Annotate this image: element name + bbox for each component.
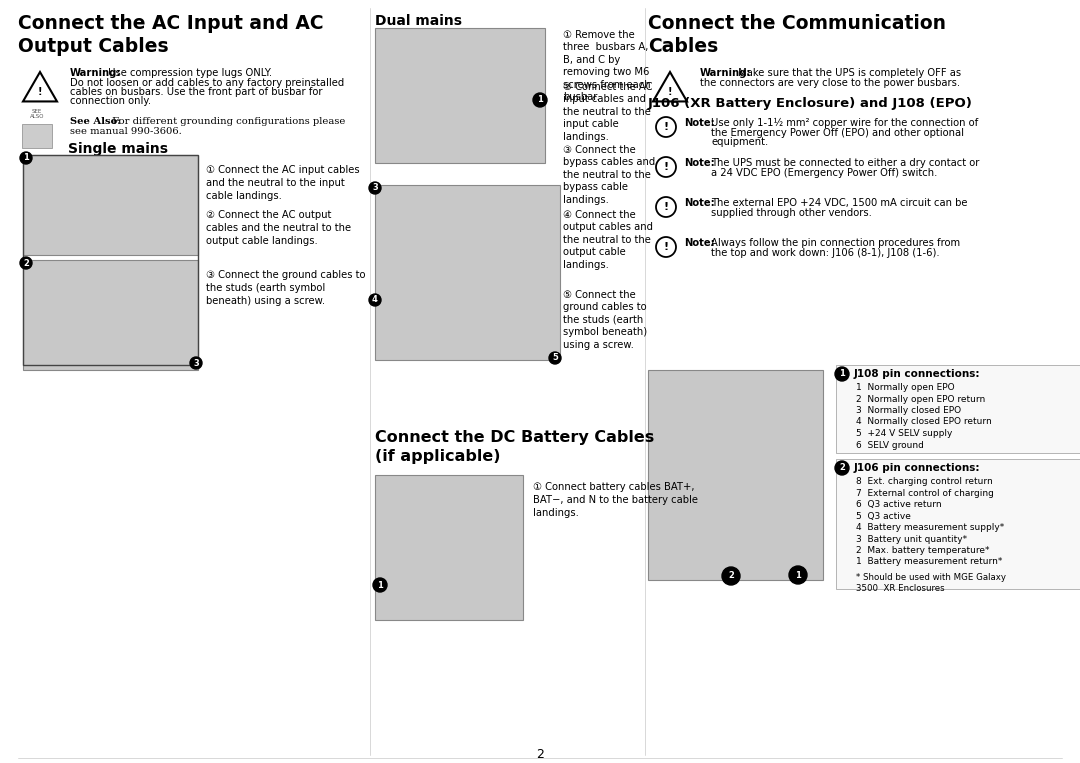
- Circle shape: [835, 367, 849, 381]
- Circle shape: [549, 352, 561, 364]
- Text: Note:: Note:: [684, 238, 715, 248]
- Text: * Should be used with MGE Galaxy
3500  XR Enclosures: * Should be used with MGE Galaxy 3500 XR…: [856, 573, 1005, 593]
- Text: ① Remove the
three  busbars A,
B, and C by
removing two M6
screws from each
busb: ① Remove the three busbars A, B, and C b…: [563, 30, 650, 102]
- Text: For different grounding configurations please: For different grounding configurations p…: [109, 117, 346, 126]
- Text: 1  Battery measurement return*: 1 Battery measurement return*: [856, 558, 1002, 566]
- Circle shape: [723, 567, 740, 585]
- Text: Note:: Note:: [684, 118, 715, 128]
- Circle shape: [369, 294, 381, 306]
- Text: ④ Connect the
output cables and
the neutral to the
output cable
landings.: ④ Connect the output cables and the neut…: [563, 210, 653, 269]
- Text: 1: 1: [377, 581, 383, 590]
- Text: !: !: [663, 202, 669, 212]
- Text: Single mains: Single mains: [68, 142, 168, 156]
- Text: ① Connect battery cables BAT+,
BAT−, and N to the battery cable
landings.: ① Connect battery cables BAT+, BAT−, and…: [534, 482, 698, 517]
- Circle shape: [21, 257, 32, 269]
- Circle shape: [190, 357, 202, 369]
- Text: 3  Normally closed EPO: 3 Normally closed EPO: [856, 406, 961, 415]
- Text: ② Connect the AC
input cables and
the neutral to the
input cable
landings.: ② Connect the AC input cables and the ne…: [563, 82, 652, 142]
- FancyBboxPatch shape: [375, 475, 523, 620]
- Text: 5  Q3 active: 5 Q3 active: [856, 511, 910, 520]
- Text: ③ Connect the
bypass cables and
the neutral to the
bypass cable
landings.: ③ Connect the bypass cables and the neut…: [563, 145, 656, 204]
- Text: 7  External control of charging: 7 External control of charging: [856, 488, 994, 497]
- FancyBboxPatch shape: [648, 370, 823, 580]
- Text: Warning:: Warning:: [70, 68, 121, 78]
- FancyBboxPatch shape: [836, 365, 1080, 453]
- Text: !: !: [663, 162, 669, 172]
- Text: The UPS must be connected to either a dry contact or: The UPS must be connected to either a dr…: [711, 158, 980, 168]
- Text: 3  Battery unit quantity*: 3 Battery unit quantity*: [856, 535, 967, 543]
- Text: the connectors are very close to the power busbars.: the connectors are very close to the pow…: [700, 78, 960, 88]
- Text: Warning:: Warning:: [700, 68, 752, 78]
- FancyBboxPatch shape: [22, 124, 52, 148]
- Text: Note:: Note:: [684, 158, 715, 168]
- Text: 2: 2: [728, 571, 734, 581]
- Text: 3: 3: [193, 359, 199, 368]
- Text: Connect the AC Input and AC
Output Cables: Connect the AC Input and AC Output Cable…: [18, 14, 324, 56]
- Text: ② Connect the AC output
cables and the neutral to the
output cable landings.: ② Connect the AC output cables and the n…: [206, 210, 351, 246]
- Text: ① Connect the AC input cables
and the neutral to the input
cable landings.: ① Connect the AC input cables and the ne…: [206, 165, 360, 201]
- Text: J106 pin connections:: J106 pin connections:: [854, 463, 981, 473]
- Text: 8  Ext. charging control return: 8 Ext. charging control return: [856, 477, 993, 486]
- Text: Connect the Communication
Cables: Connect the Communication Cables: [648, 14, 946, 56]
- Text: 5  +24 V SELV supply: 5 +24 V SELV supply: [856, 429, 953, 438]
- Text: Use compression type lugs ONLY.: Use compression type lugs ONLY.: [105, 68, 272, 78]
- Text: 2  Max. battery temperature*: 2 Max. battery temperature*: [856, 546, 989, 555]
- FancyBboxPatch shape: [23, 155, 198, 255]
- Circle shape: [369, 182, 381, 194]
- Text: 3: 3: [373, 183, 378, 192]
- Text: the top and work down: J106 (8-1), J108 (1-6).: the top and work down: J106 (8-1), J108 …: [711, 247, 940, 257]
- Text: The external EPO +24 VDC, 1500 mA circuit can be: The external EPO +24 VDC, 1500 mA circui…: [711, 198, 968, 208]
- Text: 2  Normally open EPO return: 2 Normally open EPO return: [856, 394, 985, 404]
- Text: SEE
ALSO: SEE ALSO: [30, 108, 44, 119]
- FancyBboxPatch shape: [375, 185, 561, 360]
- Text: Make sure that the UPS is completely OFF as: Make sure that the UPS is completely OFF…: [735, 68, 961, 78]
- Text: a 24 VDC EPO (Emergency Power Off) switch.: a 24 VDC EPO (Emergency Power Off) switc…: [711, 168, 937, 178]
- Text: J108 pin connections:: J108 pin connections:: [854, 369, 981, 379]
- FancyBboxPatch shape: [23, 260, 198, 370]
- Text: Always follow the pin connection procedures from: Always follow the pin connection procedu…: [711, 238, 960, 248]
- Text: 1: 1: [795, 571, 801, 580]
- Text: Do not loosen or add cables to any factory preinstalled: Do not loosen or add cables to any facto…: [70, 78, 345, 88]
- Text: equipment.: equipment.: [711, 137, 768, 147]
- Text: 1: 1: [839, 369, 845, 378]
- Text: 2: 2: [839, 463, 845, 472]
- Text: 4: 4: [373, 295, 378, 304]
- Text: !: !: [667, 87, 672, 97]
- Circle shape: [789, 566, 807, 584]
- Text: 2: 2: [23, 259, 29, 268]
- Text: J106 (XR Battery Enclosure) and J108 (EPO): J106 (XR Battery Enclosure) and J108 (EP…: [648, 97, 973, 110]
- Text: !: !: [663, 242, 669, 252]
- Text: 1: 1: [23, 153, 29, 163]
- Circle shape: [835, 461, 849, 475]
- FancyBboxPatch shape: [836, 459, 1080, 589]
- Text: 2: 2: [536, 748, 544, 761]
- Text: !: !: [663, 122, 669, 132]
- Text: 1  Normally open EPO: 1 Normally open EPO: [856, 383, 955, 392]
- Text: cables on busbars. Use the front part of busbar for: cables on busbars. Use the front part of…: [70, 87, 323, 97]
- Text: the Emergency Power Off (EPO) and other optional: the Emergency Power Off (EPO) and other …: [711, 127, 964, 137]
- Text: See Also:: See Also:: [70, 117, 121, 126]
- Text: Dual mains: Dual mains: [375, 14, 462, 28]
- FancyBboxPatch shape: [375, 28, 545, 163]
- Text: Connect the DC Battery Cables
(if applicable): Connect the DC Battery Cables (if applic…: [375, 430, 654, 464]
- Text: Note:: Note:: [684, 198, 715, 208]
- Text: 6  SELV ground: 6 SELV ground: [856, 440, 923, 449]
- Circle shape: [21, 152, 32, 164]
- Text: 4  Normally closed EPO return: 4 Normally closed EPO return: [856, 417, 991, 427]
- Text: 4  Battery measurement supply*: 4 Battery measurement supply*: [856, 523, 1004, 532]
- Text: Use only 1-1½ mm² copper wire for the connection of: Use only 1-1½ mm² copper wire for the co…: [711, 118, 978, 128]
- Text: 6  Q3 active return: 6 Q3 active return: [856, 500, 942, 509]
- Text: 5: 5: [552, 353, 558, 362]
- Text: connection only.: connection only.: [70, 96, 151, 106]
- Text: ③ Connect the ground cables to
the studs (earth symbol
beneath) using a screw.: ③ Connect the ground cables to the studs…: [206, 270, 365, 306]
- Text: supplied through other vendors.: supplied through other vendors.: [711, 208, 872, 217]
- Text: !: !: [38, 87, 42, 97]
- Circle shape: [534, 93, 546, 107]
- Text: 1: 1: [537, 95, 543, 105]
- Text: see manual 990-3606.: see manual 990-3606.: [70, 127, 181, 136]
- Text: ⑤ Connect the
ground cables to
the studs (earth
symbol beneath)
using a screw.: ⑤ Connect the ground cables to the studs…: [563, 290, 647, 349]
- Circle shape: [373, 578, 387, 592]
